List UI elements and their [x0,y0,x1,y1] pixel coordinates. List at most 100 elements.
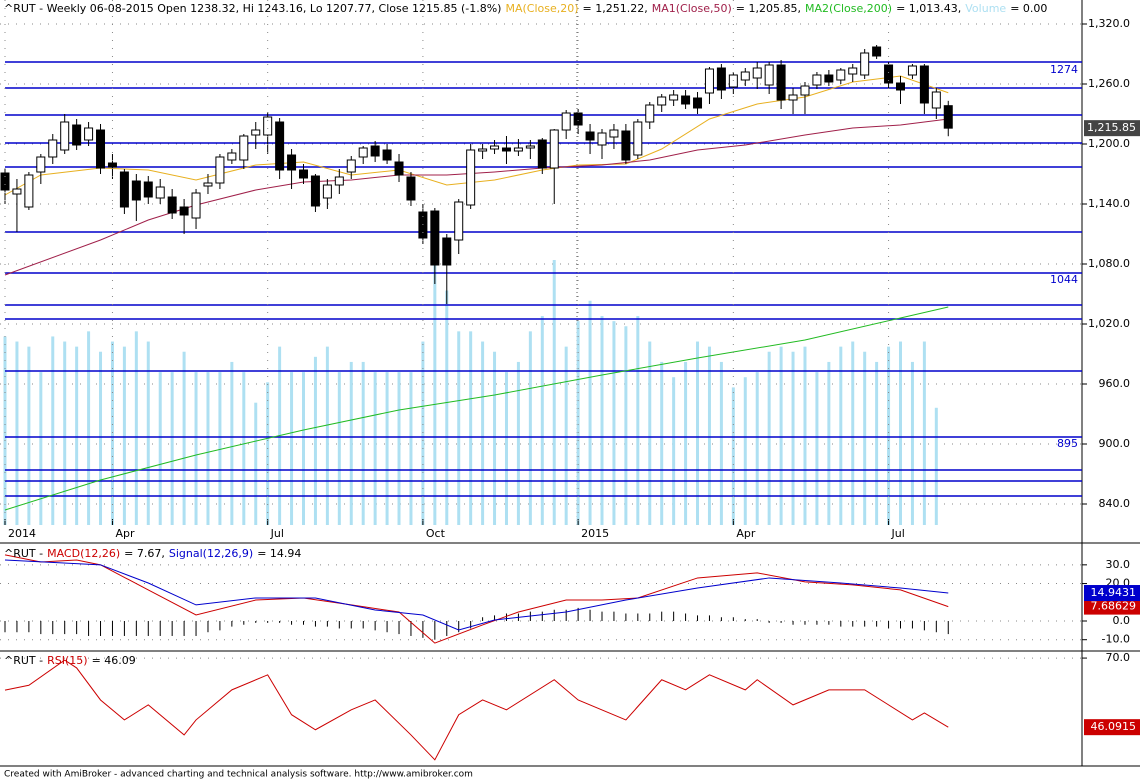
candle-body [203,182,213,187]
candle-body [454,201,464,241]
candle-body [322,184,332,199]
header-text: ^RUT - [4,547,43,560]
volume-bar [576,321,580,525]
y-tick-label: 1,320.0 [1088,17,1130,30]
volume-bar [922,341,926,525]
legend-name: RSI(15) [47,654,87,667]
x-tick-label: Apr [115,527,135,540]
volume-bar [815,372,819,525]
last-price-label: 1,215.85 [1087,121,1136,134]
candle-body [143,181,153,198]
volume-bar [170,372,174,525]
candle-body [478,148,488,152]
candle-body [561,112,571,131]
candle-body [406,176,416,201]
candle-body [382,149,392,161]
volume-bar [337,372,341,525]
series-line [4,659,949,761]
candle-body [48,139,58,158]
volume-bar [696,341,700,525]
footer: Created with AmiBroker - advanced charti… [4,770,473,780]
legend-value: = 1,205.85, [736,2,801,15]
volume-bar [552,260,556,525]
volume-bar [99,351,103,525]
volume-bar [87,331,91,525]
candle-body [358,147,368,158]
candle-body [907,65,917,76]
volume-bar [110,341,114,525]
volume-bar [230,361,234,525]
volume-bar [457,331,461,525]
candle-body [155,186,165,199]
candle-body [645,104,655,123]
panel-header: ^RUT - Weekly 06-08-2015 Open 1238.32, H… [4,2,1047,15]
volume-bar [349,361,353,525]
last-value-box [1084,598,1140,615]
legend-name: Signal(12,26,9) [169,547,253,560]
volume-bar [325,346,329,525]
candle-body [96,129,106,169]
volume-bar [600,316,604,525]
candle-body [179,206,189,216]
candle-body [896,82,905,91]
volume-bar [743,377,747,525]
volume-bar [803,346,807,525]
candle-body [716,67,726,91]
volume-bar [242,372,246,525]
volume-bar [875,361,879,525]
candle-body [872,46,882,57]
last-price-box [1084,120,1140,137]
candle-body [836,69,846,81]
candle-body [251,129,261,136]
volume-bar [887,346,891,525]
legend-value: = 46.09 [92,654,136,667]
volume-bar [493,351,497,525]
level-label: 1274 [1050,63,1078,76]
volume-bar [397,372,401,525]
volume-bar [15,341,19,525]
x-tick-label: Jul [891,527,905,540]
volume-bar [504,372,508,525]
last-value-label: 46.0915 [1091,720,1137,733]
y-tick-label: 30.0 [1106,558,1131,571]
x-tick-label: Jul [270,527,284,540]
legend-value: = 1,251.22, [583,2,648,15]
level-label: 895 [1057,437,1078,450]
volume-bar [134,331,138,525]
candle-body [227,152,237,161]
volume-bar [290,372,294,525]
y-tick-label: 70.0 [1106,651,1131,664]
volume-bar [791,351,795,525]
volume-bar [719,361,723,525]
volume-bar [146,341,150,525]
candle-body [131,180,141,201]
volume-bar [755,372,759,525]
volume-bar [421,341,425,525]
candle-body [370,145,380,157]
candle-body [943,105,953,129]
volume-bar [516,361,520,525]
series-line [4,306,949,511]
candle-body [84,127,94,141]
candle-body [848,67,858,75]
candle-body [919,65,929,104]
volume-bar [218,372,222,525]
level-label: 1044 [1050,273,1078,286]
candle-body [740,71,750,81]
volume-bar [361,361,365,525]
candle-body [107,162,117,168]
volume-bar [313,356,317,525]
candle-body [800,85,810,96]
volume-bar [564,346,568,525]
candle-body [501,147,511,152]
volume-bar [779,346,783,525]
candle-body [287,154,297,171]
volume-bar [899,341,902,525]
candle-body [633,121,643,156]
candle-body [609,129,619,138]
candle-body [525,145,535,149]
volume-bar [63,341,67,525]
y-tick-label: 840.0 [1099,497,1131,510]
x-tick-label: 2015 [581,527,609,540]
